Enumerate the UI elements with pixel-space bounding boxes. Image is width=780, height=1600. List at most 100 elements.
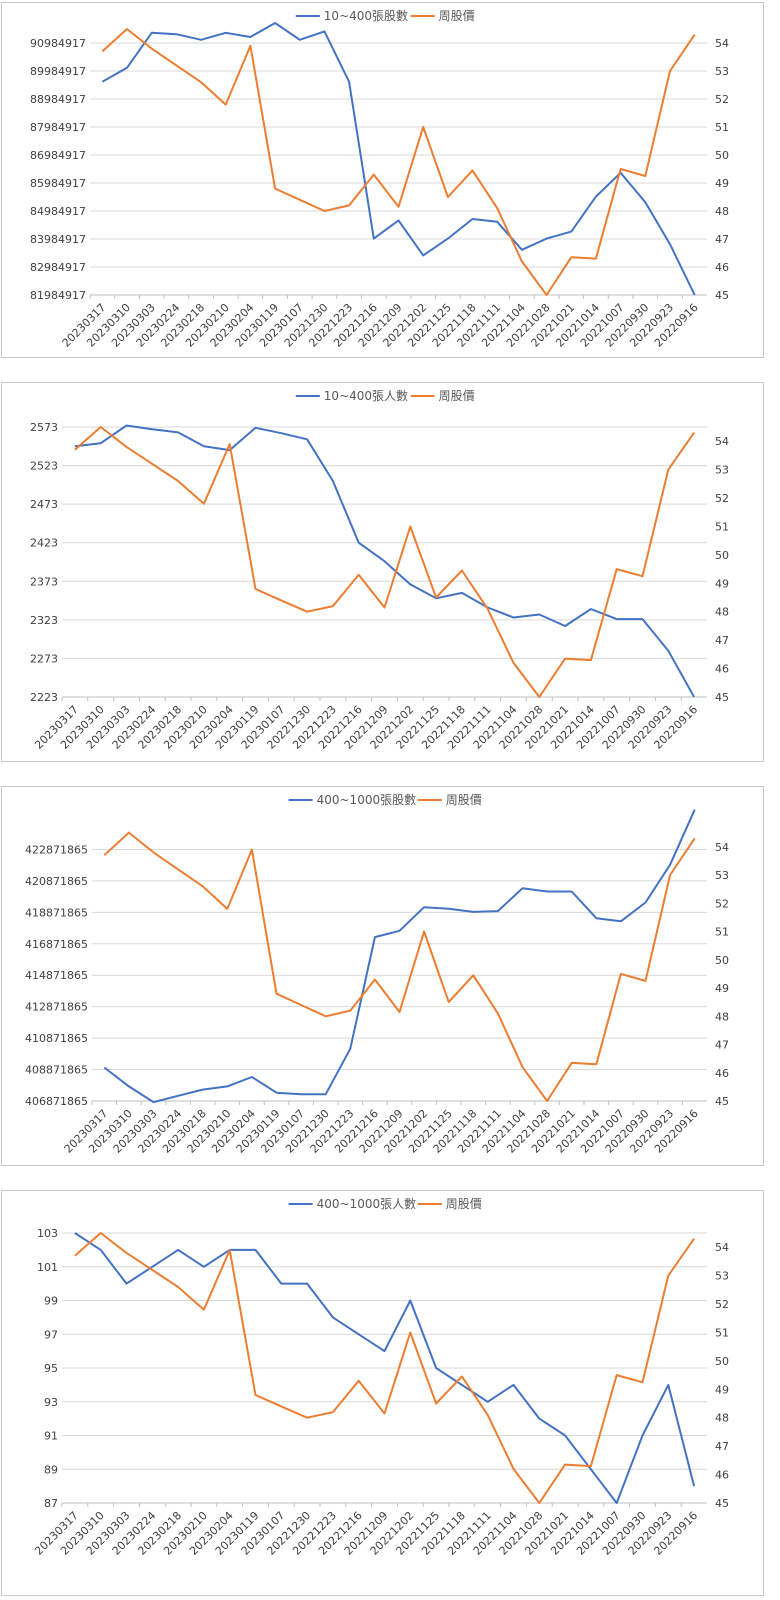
chart-panel-2: 2223 2273 2323 2373 2423 2473 2523 2573 45 46 47 48… [1, 382, 764, 762]
y-left-tick-label: 406871865 [25, 1095, 88, 1108]
legend-label: 10~400張人數 [324, 389, 408, 403]
y-right-tick-label: 54 [715, 841, 729, 854]
y-left-tick-label: 2273 [30, 652, 58, 665]
y-left-tick-label: 2423 [30, 537, 58, 550]
y-left-tick-label: 408871865 [25, 1064, 88, 1077]
y-left-tick-label: 420871865 [25, 875, 88, 888]
y-right-tick-label: 45 [715, 1095, 729, 1108]
y-right-tick-label: 46 [715, 261, 729, 274]
y-right-tick-label: 51 [715, 1326, 729, 1339]
y-left-tick-label: 414871865 [25, 969, 88, 982]
y-left-tick-label: 93 [44, 1396, 58, 1409]
y-right-tick-label: 47 [715, 1039, 729, 1052]
legend: 10~400張人數 周股價 [295, 389, 475, 403]
y-right-tick-label: 46 [715, 1067, 729, 1080]
y-left-tick-label: 99 [44, 1295, 58, 1308]
series-blue-line [74, 1232, 696, 1504]
y-right-tick-label: 52 [715, 1298, 729, 1311]
series-blue-line [101, 22, 696, 296]
y-right-tick-label: 45 [715, 1497, 729, 1510]
chart-2-svg: 2223 2273 2323 2373 2423 2473 2523 2573 45 46 47 48… [30, 389, 729, 752]
legend: 10~400張股數 周股價 [295, 9, 475, 23]
y-right-tick-label: 48 [715, 606, 729, 619]
legend: 400~1000張股數 周股價 [288, 793, 482, 807]
y-left-tick-label: 2573 [30, 421, 58, 434]
y-left-tick-label: 97 [44, 1328, 58, 1341]
y-right-tick-label: 51 [715, 926, 729, 939]
chart-panel-1: 81984917 82984917 83984917 84984917 85984917… [1, 2, 764, 358]
y-left-tick-label: 2473 [30, 498, 58, 511]
y-right-tick-label: 53 [715, 1270, 729, 1283]
y-right-tick-label: 53 [715, 464, 729, 477]
y-left-tick-label: 416871865 [25, 938, 88, 951]
series-orange-line [74, 426, 695, 698]
y-left-tick-label: 418871865 [25, 906, 88, 919]
y-right-tick-label: 52 [715, 897, 729, 910]
legend-label: 400~1000張股數 [317, 793, 417, 807]
y-right-tick-label: 50 [715, 1355, 729, 1368]
y-left-tick-label: 85984917 [30, 177, 86, 190]
legend-label: 周股價 [439, 9, 475, 23]
y-right-tick-label: 50 [715, 954, 729, 967]
y-right-tick-label: 47 [715, 634, 729, 647]
y-left-tick-label: 90984917 [30, 37, 86, 50]
y-right-tick-label: 54 [715, 1241, 729, 1254]
y-left-tick-label: 412871865 [25, 1001, 88, 1014]
y-left-tick-label: 87984917 [30, 121, 86, 134]
y-left-tick-label: 2223 [30, 691, 58, 704]
y-right-tick-label: 50 [715, 149, 729, 162]
y-right-tick-label: 46 [715, 1469, 729, 1482]
chart-panel-4: 87 89 91 93 95 97 99 101 103 45 46 47 48 49 50 51 52 53 54… [1, 1190, 764, 1596]
y-right-tick-label: 53 [715, 869, 729, 882]
y-right-tick-label: 48 [715, 1010, 729, 1023]
y-left-tick-label: 91 [44, 1430, 58, 1443]
y-left-tick-label: 82984917 [30, 261, 86, 274]
y-left-tick-label: 410871865 [25, 1032, 88, 1045]
series-orange-line [74, 1232, 695, 1504]
series-blue-line [103, 809, 696, 1104]
y-left-tick-label: 84984917 [30, 205, 86, 218]
series-orange-line [103, 831, 696, 1102]
y-right-tick-label: 52 [715, 93, 729, 106]
legend-label: 周股價 [446, 793, 482, 807]
y-right-tick-label: 47 [715, 233, 729, 246]
y-left-tick-label: 87 [44, 1497, 58, 1510]
y-right-tick-label: 53 [715, 65, 729, 78]
y-left-tick-label: 89 [44, 1463, 58, 1476]
y-right-tick-label: 45 [715, 691, 729, 704]
y-right-tick-label: 48 [715, 205, 729, 218]
y-left-tick-label: 2373 [30, 575, 58, 588]
y-right-tick-label: 48 [715, 1412, 729, 1425]
chart-3-svg: 406871865 408871865 410871865 412871865 4148… [25, 793, 729, 1156]
y-left-tick-label: 86984917 [30, 149, 86, 162]
y-right-tick-label: 47 [715, 1440, 729, 1453]
y-right-tick-label: 51 [715, 121, 729, 134]
y-right-tick-label: 54 [715, 37, 729, 50]
chart-4-svg: 87 89 91 93 95 97 99 101 103 45 46 47 48 49 50 51 52 53 54… [32, 1197, 729, 1558]
y-left-tick-label: 422871865 [25, 843, 88, 856]
chart-panel-3: 406871865 408871865 410871865 412871865 4148… [1, 786, 764, 1166]
y-left-tick-label: 2523 [30, 460, 58, 473]
y-left-tick-label: 81984917 [30, 289, 86, 302]
y-right-tick-label: 49 [715, 982, 729, 995]
legend-label: 400~1000張人數 [317, 1197, 417, 1211]
y-left-tick-label: 103 [37, 1227, 58, 1240]
y-right-tick-label: 51 [715, 520, 729, 533]
y-left-tick-label: 83984917 [30, 233, 86, 246]
y-left-tick-label: 2323 [30, 614, 58, 627]
y-right-tick-label: 54 [715, 435, 729, 448]
y-right-tick-label: 50 [715, 549, 729, 562]
y-left-tick-label: 95 [44, 1362, 58, 1375]
legend-label: 周股價 [446, 1197, 482, 1211]
y-right-tick-label: 45 [715, 289, 729, 302]
y-right-tick-label: 46 [715, 663, 729, 676]
y-right-tick-label: 49 [715, 177, 729, 190]
y-left-tick-label: 89984917 [30, 65, 86, 78]
series-orange-line [101, 28, 696, 296]
legend-label: 10~400張股數 [324, 9, 408, 23]
chart-1-svg: 81984917 82984917 83984917 84984917 85984917… [30, 9, 729, 350]
series-blue-line [74, 424, 695, 698]
legend: 400~1000張人數 周股價 [288, 1197, 482, 1211]
legend-label: 周股價 [439, 389, 475, 403]
y-left-tick-label: 88984917 [30, 93, 86, 106]
